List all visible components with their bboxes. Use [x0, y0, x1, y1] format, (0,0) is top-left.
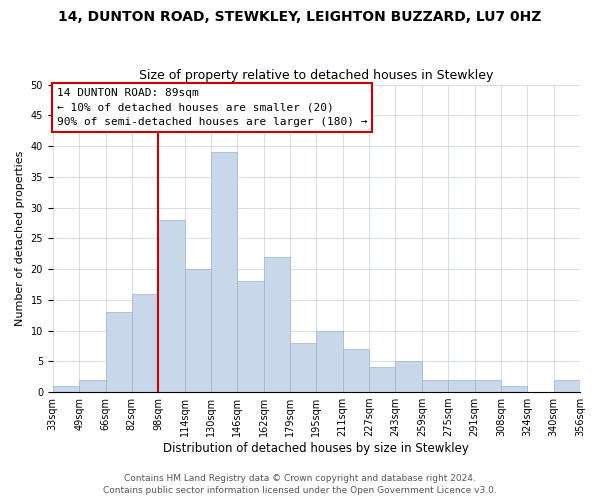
- Bar: [132, 294, 158, 392]
- Bar: [554, 380, 580, 392]
- Bar: [238, 282, 263, 392]
- Text: Contains HM Land Registry data © Crown copyright and database right 2024.
Contai: Contains HM Land Registry data © Crown c…: [103, 474, 497, 495]
- Bar: [501, 386, 527, 392]
- Text: 14, DUNTON ROAD, STEWKLEY, LEIGHTON BUZZARD, LU7 0HZ: 14, DUNTON ROAD, STEWKLEY, LEIGHTON BUZZ…: [58, 10, 542, 24]
- Text: 14 DUNTON ROAD: 89sqm
← 10% of detached houses are smaller (20)
90% of semi-deta: 14 DUNTON ROAD: 89sqm ← 10% of detached …: [57, 88, 367, 127]
- Bar: [158, 220, 185, 392]
- Bar: [395, 362, 422, 392]
- Bar: [263, 257, 290, 392]
- Bar: [290, 343, 316, 392]
- Bar: [475, 380, 501, 392]
- Title: Size of property relative to detached houses in Stewkley: Size of property relative to detached ho…: [139, 69, 494, 82]
- Bar: [106, 312, 132, 392]
- X-axis label: Distribution of detached houses by size in Stewkley: Distribution of detached houses by size …: [163, 442, 469, 455]
- Bar: [369, 368, 395, 392]
- Bar: [343, 349, 369, 392]
- Bar: [79, 380, 106, 392]
- Bar: [185, 269, 211, 392]
- Bar: [316, 330, 343, 392]
- Bar: [422, 380, 448, 392]
- Bar: [53, 386, 79, 392]
- Bar: [211, 152, 238, 392]
- Y-axis label: Number of detached properties: Number of detached properties: [15, 150, 25, 326]
- Bar: [448, 380, 475, 392]
